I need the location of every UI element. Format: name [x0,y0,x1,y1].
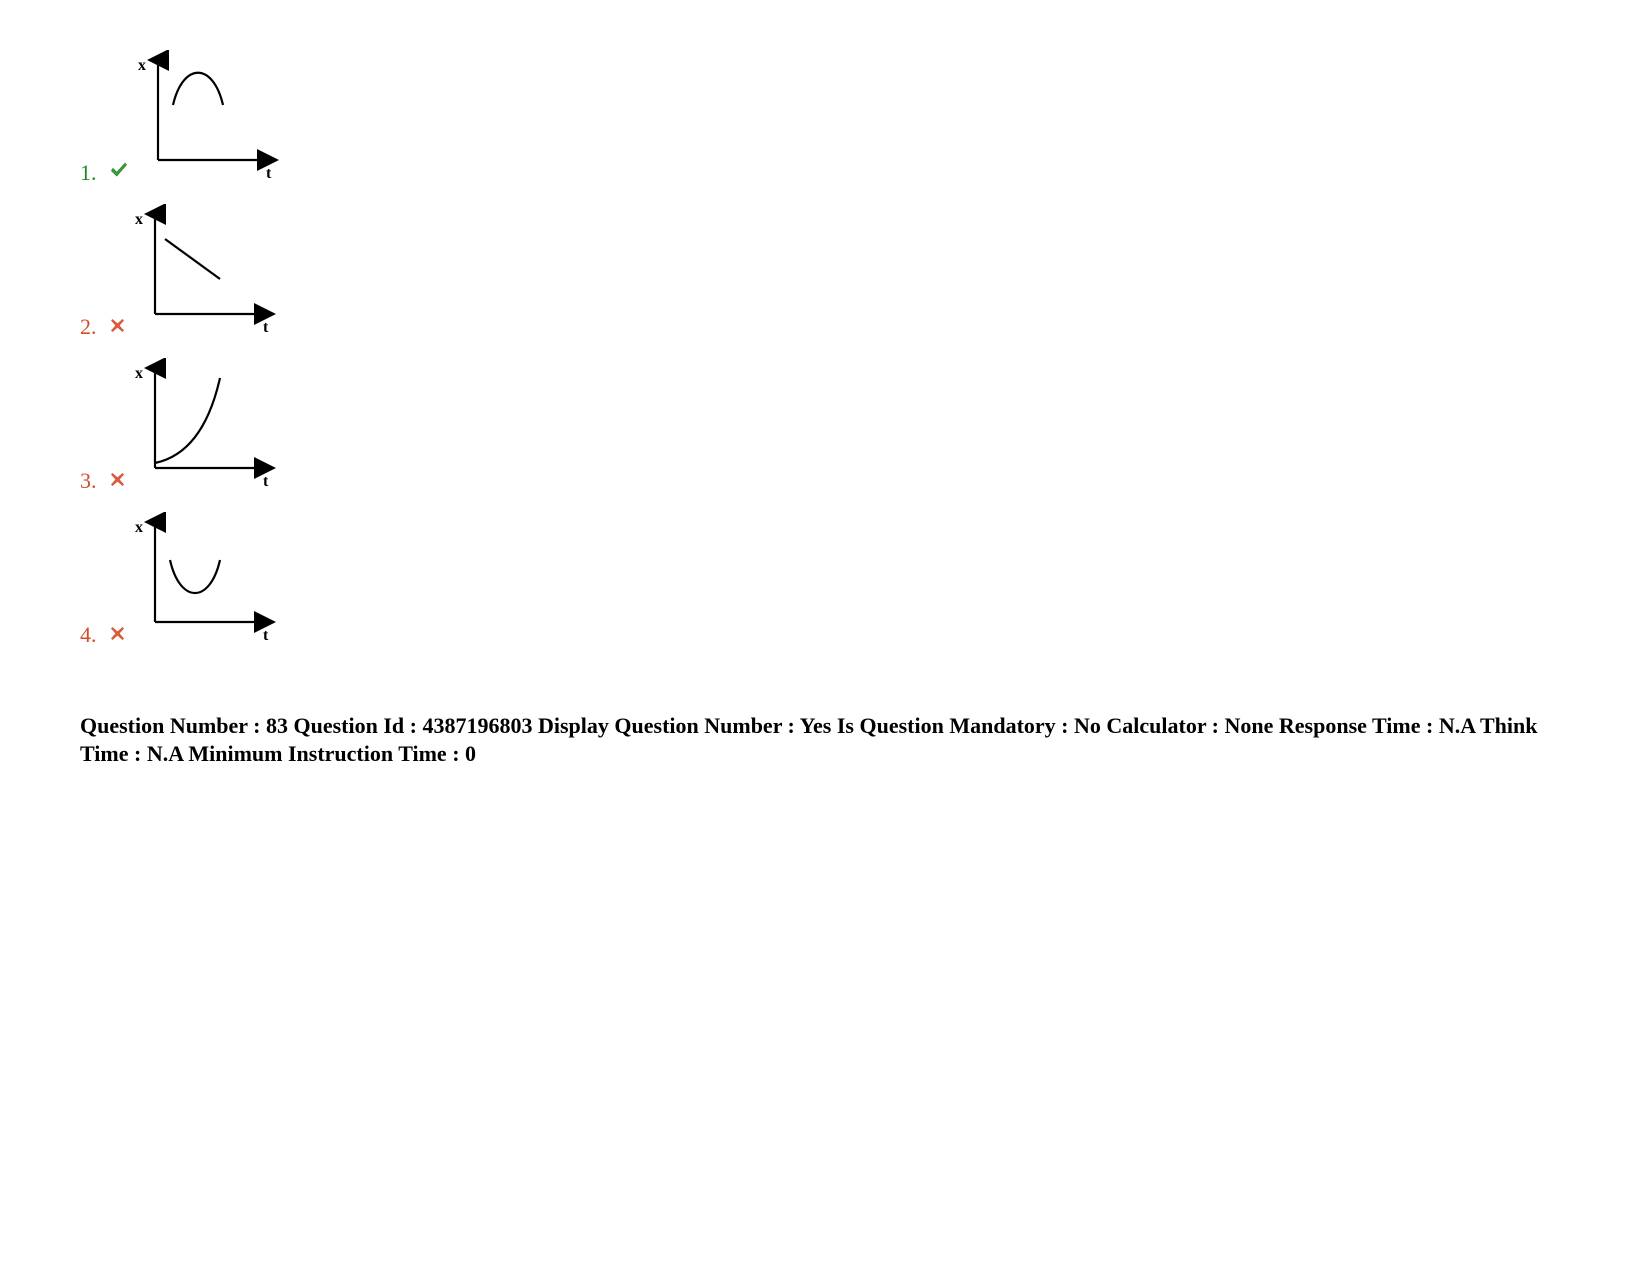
y-axis-label: x [135,519,143,536]
min-instr-value: 0 [465,741,476,766]
resp-label: Response Time : [1279,713,1433,738]
cross-icon [110,318,125,344]
calc-label: Calculator : [1106,713,1219,738]
option-4-number: 4. [80,624,108,652]
question-meta: Question Number : 83 Question Id : 43871… [80,712,1570,767]
qid-label: Question Id : [294,713,417,738]
option-1-graph: x t [128,50,298,190]
option-3-number: 3. [80,470,108,498]
x-axis-label: t [263,473,269,490]
qnum-label: Question Number : [80,713,261,738]
option-4-graph: x t [125,512,295,652]
curve [173,73,223,105]
min-instr-label: Minimum Instruction Time : [188,741,459,766]
mandatory-value: No [1074,713,1101,738]
check-icon [110,161,128,190]
cross-icon [110,626,125,652]
y-axis-label: x [135,365,143,382]
think-value: N.A [147,741,183,766]
option-3-graph: x t [125,358,295,498]
qid-value: 4387196803 [422,713,532,738]
y-axis-label: x [138,57,146,74]
page: 1. x t 2. [0,0,1651,827]
x-axis-label: t [263,627,269,644]
option-2: 2. x t [80,204,1571,344]
curve [170,560,220,593]
curve [155,378,220,463]
qnum-value: 83 [266,713,288,738]
x-axis-label: t [266,165,272,182]
x-axis-label: t [263,319,269,336]
option-1: 1. x t [80,50,1571,190]
curve [165,239,220,279]
option-3: 3. x t [80,358,1571,498]
option-4: 4. x t [80,512,1571,652]
option-1-number: 1. [80,162,108,190]
option-2-number: 2. [80,316,108,344]
option-2-graph: x t [125,204,295,344]
display-value: Yes [800,713,832,738]
calc-value: None [1225,713,1274,738]
y-axis-label: x [135,211,143,228]
cross-icon [110,472,125,498]
resp-value: N.A [1439,713,1475,738]
display-label: Display Question Number : [538,713,795,738]
mandatory-label: Is Question Mandatory : [837,713,1069,738]
